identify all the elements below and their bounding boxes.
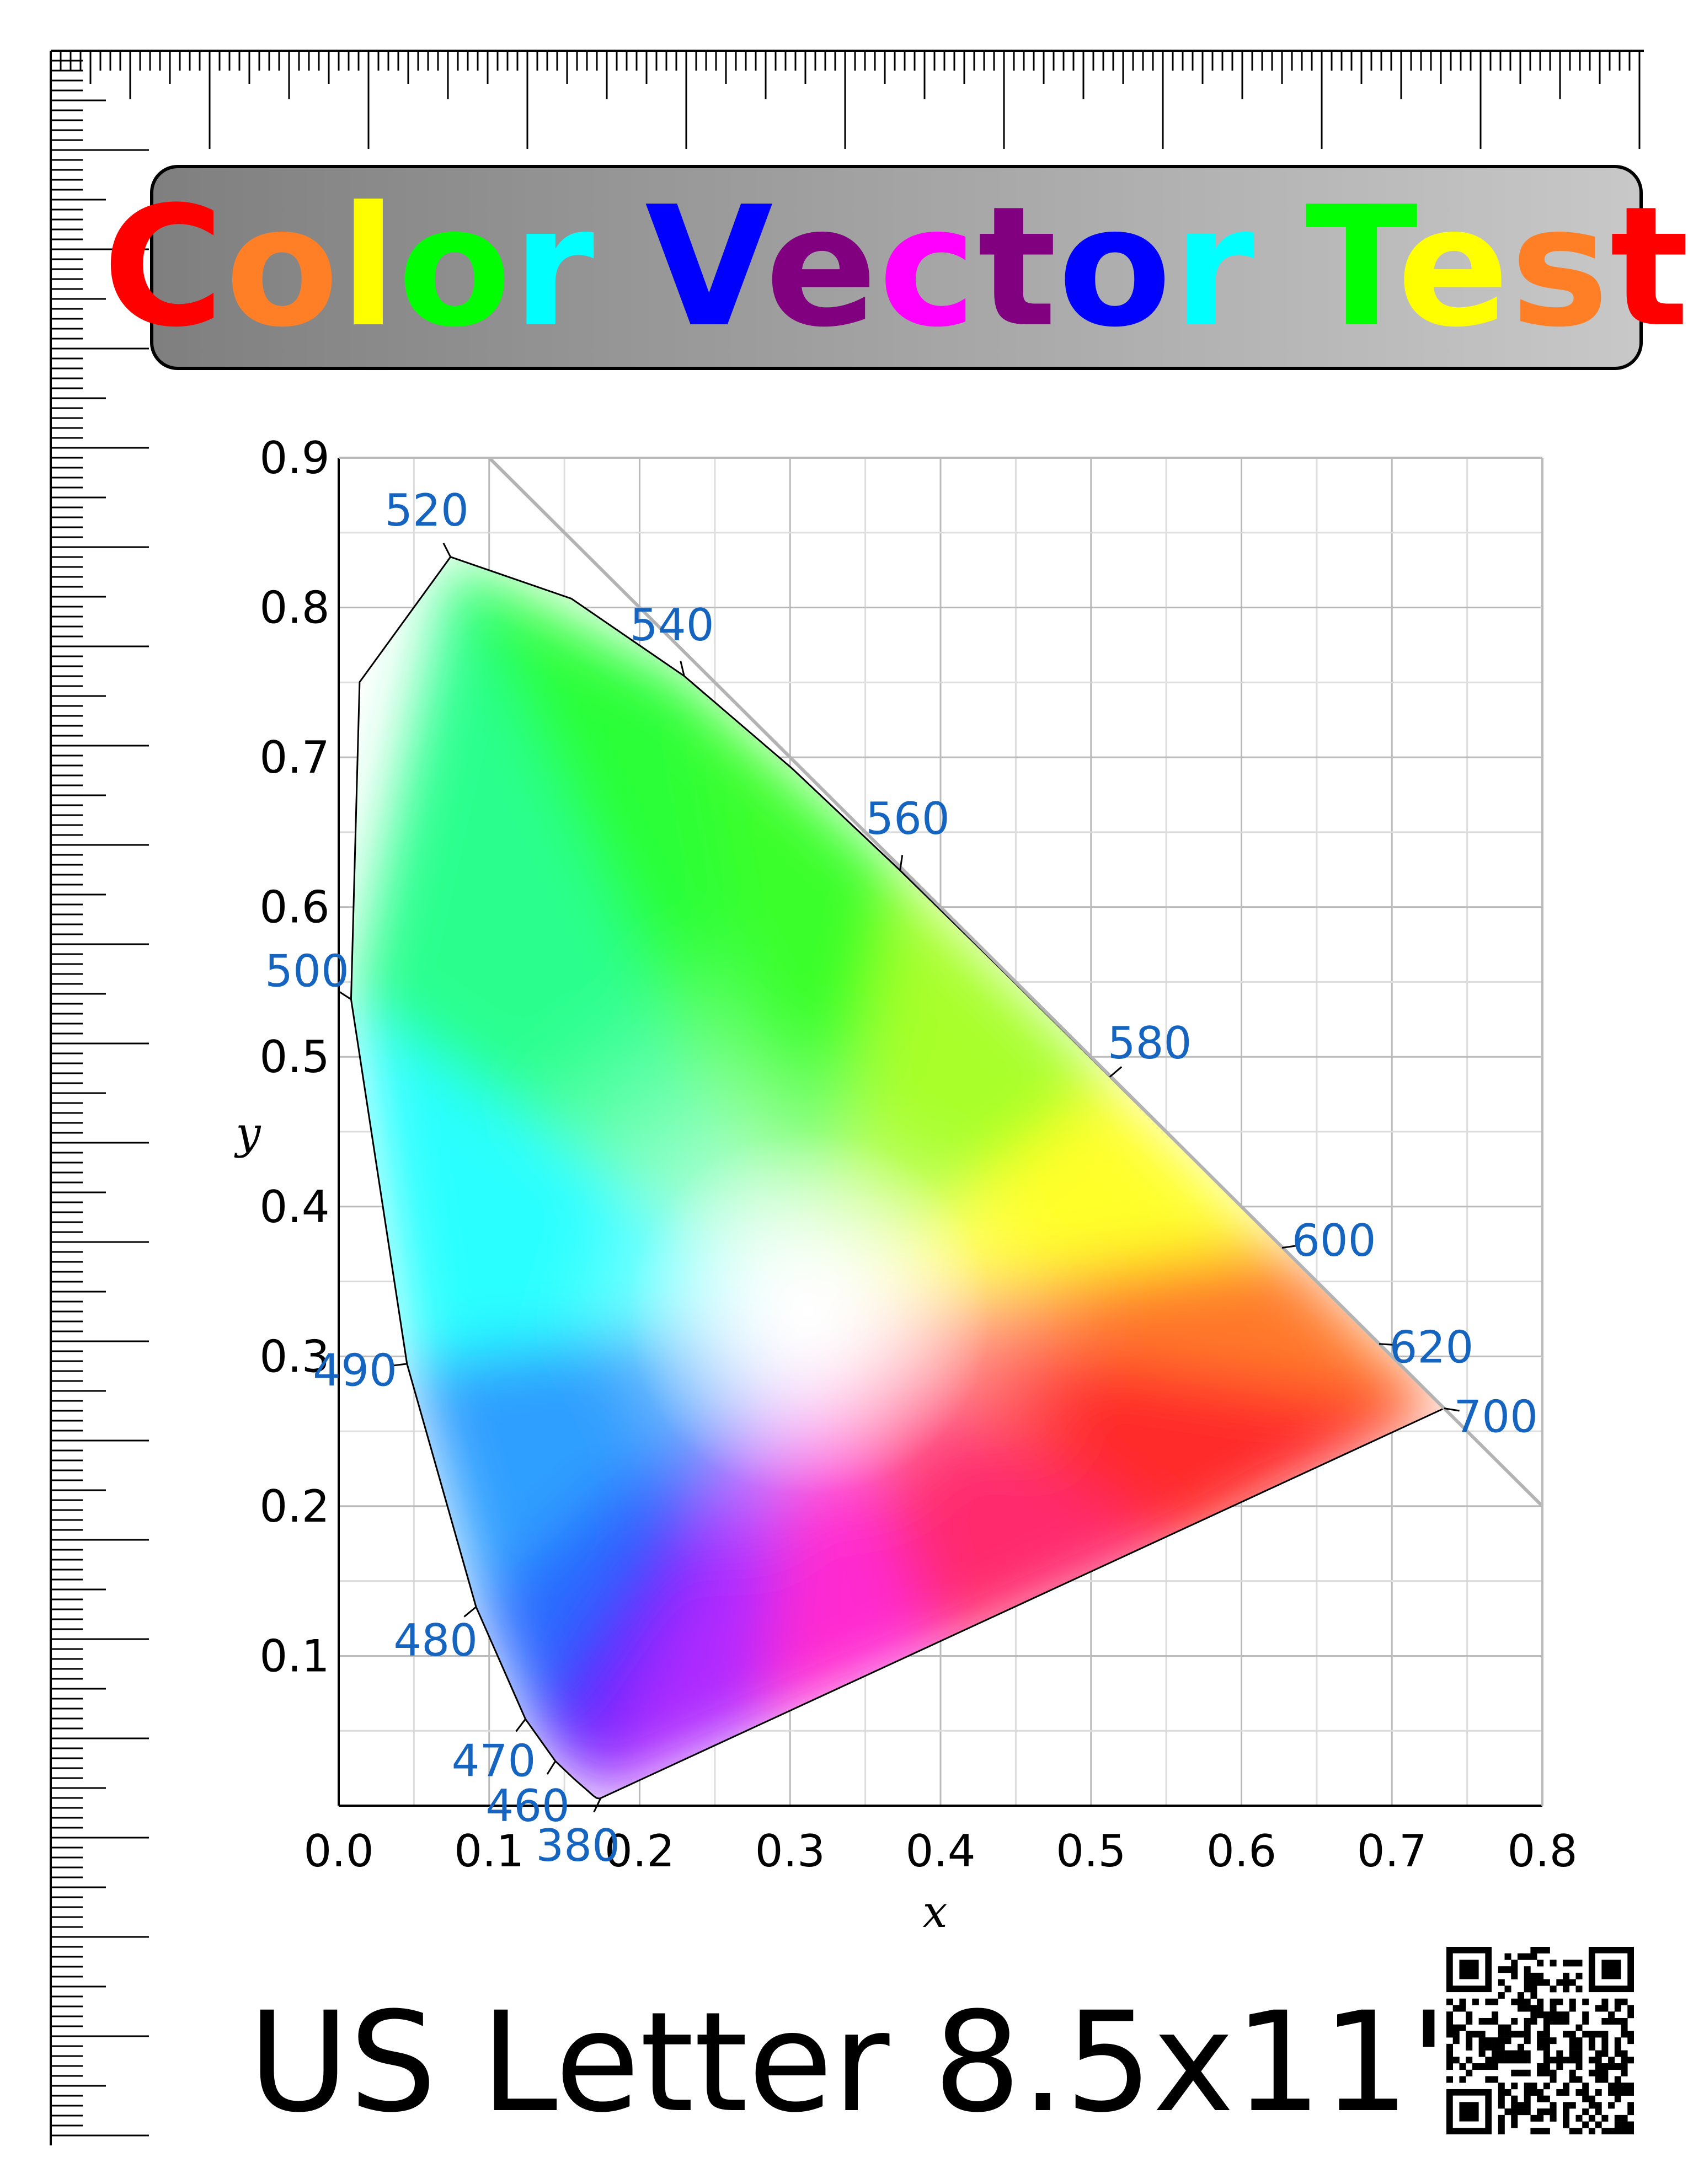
wavelength-tick (515, 1719, 526, 1732)
y-axis-label: y (234, 1107, 261, 1159)
paper-size-label: US Letter 8.5x11" (248, 1982, 1473, 2143)
wavelength-tick (1379, 1343, 1395, 1346)
title-letter: l (340, 171, 398, 363)
title-letter: c (878, 171, 978, 363)
wavelength-tick (1109, 1066, 1123, 1078)
title-letter: r (1172, 171, 1256, 363)
title-letter: s (1510, 171, 1610, 363)
x-tick-label: 0.6 (1206, 1826, 1276, 1877)
wavelength-label: 560 (866, 793, 950, 844)
title-letter: o (225, 171, 340, 363)
x-axis-label: x (922, 1886, 947, 1937)
wavelength-tick (463, 1606, 477, 1618)
wavelength-label: 470 (452, 1736, 536, 1787)
wavelength-tick (680, 661, 685, 677)
wavelength-tick (442, 543, 451, 558)
wavelength-tick (338, 990, 352, 1000)
title-letter: V (645, 171, 765, 363)
wavelength-label: 700 (1454, 1391, 1538, 1442)
x-tick-label: 0.5 (1056, 1826, 1126, 1877)
wavelength-tick (899, 855, 904, 871)
y-tick-label: 0.5 (259, 1031, 329, 1083)
wavelength-label: 460 (485, 1780, 570, 1832)
x-tick-label: 0.7 (1357, 1826, 1427, 1877)
y-tick-label: 0.9 (259, 432, 329, 484)
page-title: Color Vector Test (103, 185, 1688, 350)
wavelength-label: 480 (393, 1615, 478, 1666)
wavelength-tick (593, 1797, 602, 1813)
x-tick-label: 0.1 (454, 1826, 524, 1877)
title-letter: e (765, 171, 879, 363)
title-letter: t (977, 171, 1058, 363)
x-tick-label: 0.3 (755, 1826, 825, 1877)
title-letter: r (512, 171, 596, 363)
wavelength-tick (1444, 1407, 1460, 1412)
wavelength-label: 380 (536, 1820, 620, 1871)
title-letter: C (102, 171, 226, 363)
y-tick-label: 0.6 (259, 882, 329, 933)
y-tick-label: 0.1 (259, 1630, 329, 1682)
wavelength-tick (1281, 1245, 1298, 1249)
wavelength-label: 600 (1292, 1215, 1376, 1266)
wavelength-label: 540 (630, 599, 714, 651)
wavelength-tick (391, 1363, 408, 1367)
x-tick-label: 0.4 (905, 1826, 975, 1877)
title-banner: Color Vector Test (103, 165, 1688, 370)
boundary-line (488, 456, 1544, 1508)
title-letter: e (1397, 171, 1511, 363)
qr-code-icon (1446, 1947, 1634, 2134)
wavelength-label: 620 (1390, 1321, 1474, 1373)
title-letter: o (1057, 171, 1173, 363)
wavelength-label: 500 (265, 945, 349, 997)
y-tick-label: 0.4 (259, 1181, 329, 1233)
x-tick-label: 0.8 (1507, 1826, 1577, 1877)
wavelength-label: 490 (313, 1345, 397, 1396)
y-tick-label: 0.8 (259, 582, 329, 634)
spectral-gamut (351, 556, 1444, 1798)
x-tick-label: 0.2 (605, 1826, 675, 1877)
wavelength-tick (546, 1760, 557, 1775)
x-tick-label: 0.0 (303, 1826, 373, 1877)
wavelength-label: 580 (1108, 1018, 1192, 1069)
title-letter: o (398, 171, 513, 363)
title-letter: T (1305, 171, 1397, 363)
wavelength-label: 520 (384, 485, 469, 536)
y-tick-label: 0.7 (259, 732, 329, 783)
y-tick-label: 0.2 (259, 1481, 329, 1532)
title-letter: t (1610, 171, 1688, 363)
y-tick-label: 0.3 (259, 1331, 329, 1382)
